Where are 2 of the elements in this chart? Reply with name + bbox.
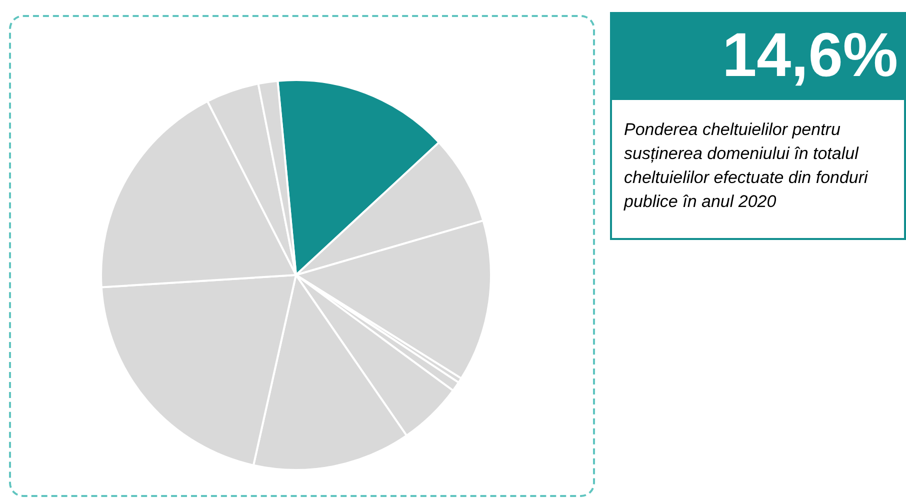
text: 14,6%: [610, 12, 906, 100]
text: Ponderea cheltuielilor pentru susținerea domeniului în totalul cheltuielilor efectuate din fonduri publice în anul 2020: [610, 100, 906, 240]
